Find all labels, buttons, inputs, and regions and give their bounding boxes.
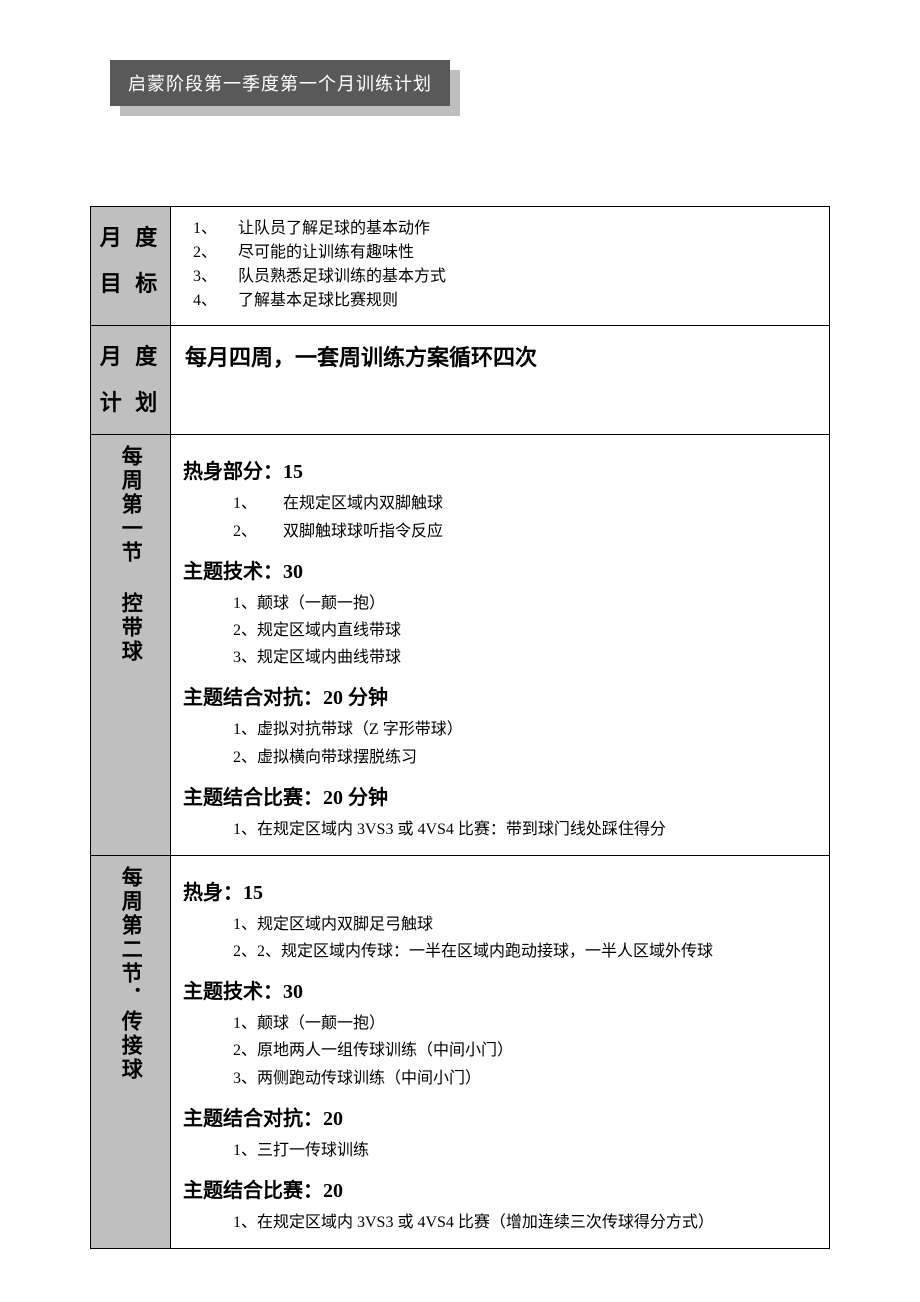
section-list: 1、在规定区域内双脚触球2、双脚触球球听指令反应: [183, 490, 817, 544]
list-item: 3、规定区域内曲线带球: [233, 644, 817, 671]
section-list: 1、颠球（一颠一抱）2、规定区域内直线带球3、规定区域内曲线带球: [183, 590, 817, 672]
list-item: 2、虚拟横向带球摆脱练习: [233, 744, 817, 771]
section-heading: 主题结合对抗：20 分钟: [183, 681, 817, 710]
session1-label-text: 每周第一节 控带球: [114, 445, 148, 664]
title-banner: 启蒙阶段第一季度第一个月训练计划: [110, 60, 450, 106]
list-item: 1、虚拟对抗带球（Z 字形带球）: [233, 716, 817, 743]
section-list: 1、规定区域内双脚足弓触球2、2、规定区域内传球：一半在区域内跑动接球，一半人区…: [183, 911, 817, 965]
plan-text: 每月四周，一套周训练方案循环四次: [183, 336, 817, 376]
list-item: 2、双脚触球球听指令反应: [233, 518, 817, 545]
goals-item: 3、队员熟悉足球训练的基本方式: [183, 265, 817, 289]
section-list: 1、虚拟对抗带球（Z 字形带球）2、虚拟横向带球摆脱练习: [183, 716, 817, 770]
session2-content: 热身：15 1、规定区域内双脚足弓触球2、2、规定区域内传球：一半在区域内跑动接球…: [171, 855, 830, 1248]
goals-item: 4、了解基本足球比赛规则: [183, 289, 817, 313]
session1-content: 热身部分：15 1、在规定区域内双脚触球2、双脚触球球听指令反应主题技术：30 1、…: [171, 435, 830, 856]
section-heading: 主题技术：30: [183, 555, 817, 584]
goals-item: 1、让队员了解足球的基本动作: [183, 217, 817, 241]
section-heading: 主题结合比赛：20 分钟: [183, 781, 817, 810]
list-item: 1、颠球（一颠一抱）: [233, 1010, 817, 1037]
list-item: 1、在规定区域内 3VS3 或 4VS4 比赛：带到球门线处踩住得分: [233, 816, 817, 843]
training-plan-table: 月 度目 标 1、让队员了解足球的基本动作2、尽可能的让训练有趣味性3、队员熟悉…: [90, 206, 830, 1249]
list-item: 2、原地两人一组传球训练（中间小门）: [233, 1037, 817, 1064]
row-goals: 月 度目 标 1、让队员了解足球的基本动作2、尽可能的让训练有趣味性3、队员熟悉…: [91, 207, 830, 326]
list-item: 1、规定区域内双脚足弓触球: [233, 911, 817, 938]
row-plan: 月 度计 划 每月四周，一套周训练方案循环四次: [91, 326, 830, 435]
session1-label: 每周第一节 控带球: [91, 435, 171, 856]
section-list: 1、颠球（一颠一抱）2、原地两人一组传球训练（中间小门）3、两侧跑动传球训练（中…: [183, 1010, 817, 1092]
goals-content: 1、让队员了解足球的基本动作2、尽可能的让训练有趣味性3、队员熟悉足球训练的基本…: [171, 207, 830, 326]
list-item: 3、两侧跑动传球训练（中间小门）: [233, 1065, 817, 1092]
section-heading: 主题技术：30: [183, 975, 817, 1004]
list-item: 1、颠球（一颠一抱）: [233, 590, 817, 617]
title-text: 启蒙阶段第一季度第一个月训练计划: [110, 60, 450, 106]
section-heading: 主题结合对抗：20: [183, 1102, 817, 1131]
plan-content: 每月四周，一套周训练方案循环四次: [171, 326, 830, 435]
list-item: 1、在规定区域内双脚触球: [233, 490, 817, 517]
list-item: 2、2、规定区域内传球：一半在区域内跑动接球，一半人区域外传球: [233, 938, 817, 965]
list-item: 1、在规定区域内 3VS3 或 4VS4 比赛（增加连续三次传球得分方式）: [233, 1209, 817, 1236]
plan-label: 月 度计 划: [91, 326, 171, 435]
goals-item: 2、尽可能的让训练有趣味性: [183, 241, 817, 265]
row-session1: 每周第一节 控带球 热身部分：15 1、在规定区域内双脚触球2、双脚触球球听指令反…: [91, 435, 830, 856]
section-list: 1、在规定区域内 3VS3 或 4VS4 比赛（增加连续三次传球得分方式）: [183, 1209, 817, 1236]
section-heading: 主题结合比赛：20: [183, 1174, 817, 1203]
session2-label-text: 每周第二节．传接球: [114, 866, 148, 1082]
session2-label: 每周第二节．传接球: [91, 855, 171, 1248]
goals-label: 月 度目 标: [91, 207, 171, 326]
list-item: 2、规定区域内直线带球: [233, 617, 817, 644]
section-list: 1、在规定区域内 3VS3 或 4VS4 比赛：带到球门线处踩住得分: [183, 816, 817, 843]
list-item: 1、三打一传球训练: [233, 1137, 817, 1164]
section-list: 1、三打一传球训练: [183, 1137, 817, 1164]
section-heading: 热身：15: [183, 876, 817, 905]
section-heading: 热身部分：15: [183, 455, 817, 484]
row-session2: 每周第二节．传接球 热身：15 1、规定区域内双脚足弓触球2、2、规定区域内传球：…: [91, 855, 830, 1248]
